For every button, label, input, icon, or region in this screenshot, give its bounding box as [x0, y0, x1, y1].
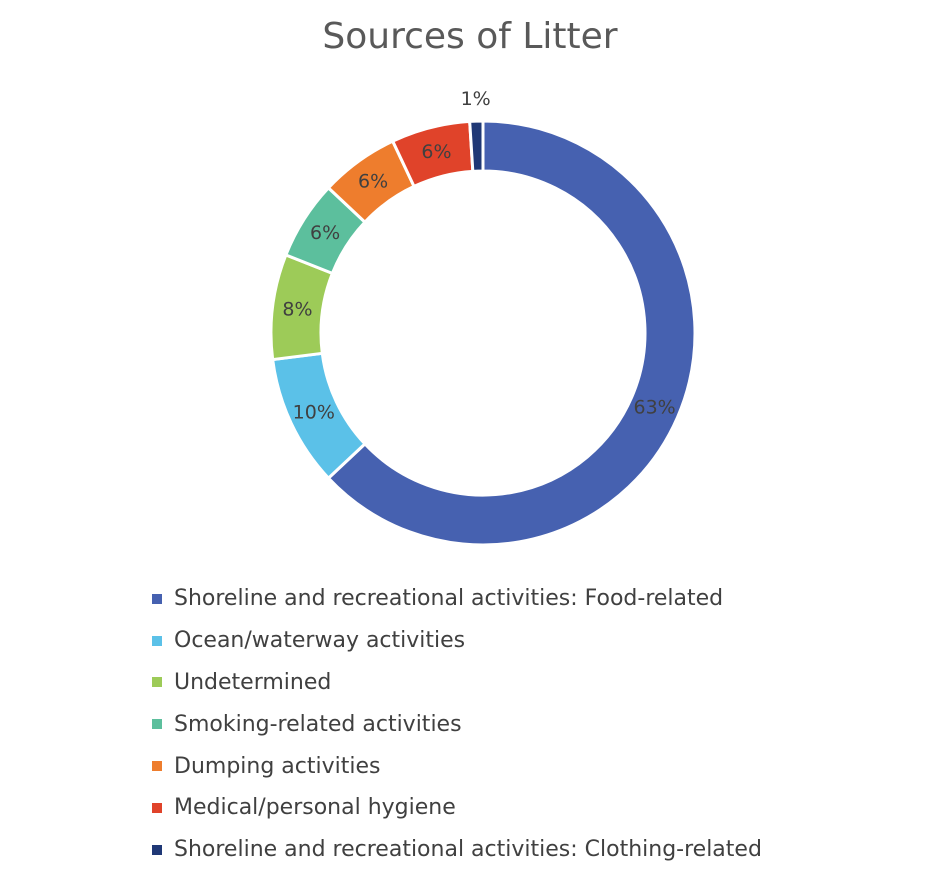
legend-swatch	[152, 802, 162, 813]
legend-label: Undetermined	[174, 669, 332, 695]
data-label-undetermined: 8%	[282, 299, 312, 321]
data-label-shoreline-and-recreational-activities-food-related: 63%	[634, 396, 676, 418]
chart-title: Sources of Litter	[322, 16, 618, 57]
data-label-shoreline-and-recreational-activities-clothing-related: 1%	[461, 88, 491, 110]
data-label-ocean-waterway-activities: 10%	[293, 402, 335, 424]
slice-shoreline-and-recreational-activities-clothing-related	[468, 119, 485, 173]
legend-item-shoreline-and-recreational-activities-clothing-related: Shoreline and recreational activities: C…	[152, 829, 762, 871]
legend-item-smoking-related-activities: Smoking-related activities	[152, 703, 762, 745]
legend-label: Dumping activities	[174, 753, 381, 779]
data-label-dumping-activities: 6%	[358, 171, 388, 193]
legend-label: Shoreline and recreational activities: C…	[174, 837, 762, 863]
legend-item-dumping-activities: Dumping activities	[152, 745, 762, 787]
legend-swatch	[152, 635, 162, 646]
legend-swatch	[152, 593, 162, 604]
legend-swatch	[152, 844, 162, 855]
data-label-smoking-related-activities: 6%	[310, 222, 340, 244]
legend-item-shoreline-and-recreational-activities-food-related: Shoreline and recreational activities: F…	[152, 578, 762, 620]
chart-legend: Shoreline and recreational activities: F…	[152, 578, 762, 871]
legend-item-undetermined: Undetermined	[152, 662, 762, 704]
legend-label: Ocean/waterway activities	[174, 628, 466, 654]
legend-swatch	[152, 677, 162, 688]
legend-item-ocean-waterway-activities: Ocean/waterway activities	[152, 620, 762, 662]
legend-label: Shoreline and recreational activities: F…	[174, 586, 724, 612]
data-label-medical-personal-hygiene: 6%	[421, 141, 451, 163]
legend-label: Medical/personal hygiene	[174, 795, 456, 821]
legend-label: Smoking-related activities	[174, 711, 462, 737]
legend-swatch	[152, 719, 162, 730]
legend-swatch	[152, 761, 162, 772]
legend-item-medical-personal-hygiene: Medical/personal hygiene	[152, 787, 762, 829]
slice-shoreline-and-recreational-activities-food-related	[326, 119, 697, 547]
